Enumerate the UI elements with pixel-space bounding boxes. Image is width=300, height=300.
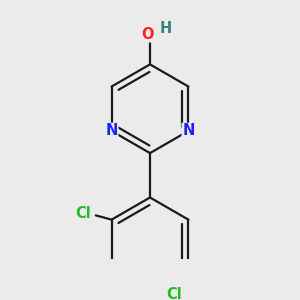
Text: Cl: Cl bbox=[167, 287, 182, 300]
Text: O: O bbox=[141, 27, 153, 42]
Text: N: N bbox=[182, 123, 195, 138]
Text: Cl: Cl bbox=[75, 206, 91, 221]
Text: N: N bbox=[105, 123, 118, 138]
Text: H: H bbox=[160, 21, 172, 36]
